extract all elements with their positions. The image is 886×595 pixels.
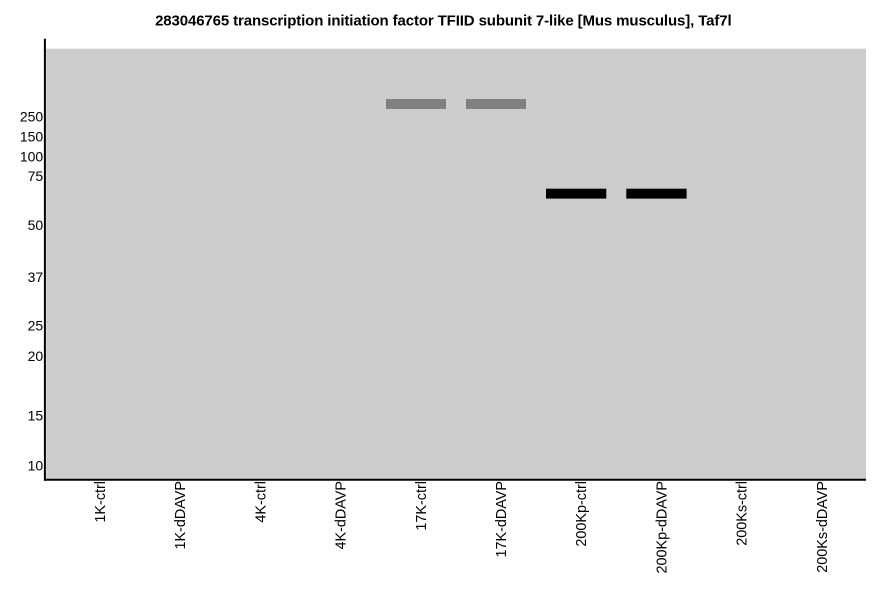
- svg-text:20: 20: [28, 348, 44, 364]
- svg-text:50: 50: [28, 217, 44, 233]
- svg-text:200Ks-dDAVP: 200Ks-dDAVP: [815, 481, 831, 573]
- svg-text:1K-dDAVP: 1K-dDAVP: [173, 481, 189, 550]
- svg-text:150: 150: [20, 129, 44, 145]
- svg-text:17K-dDAVP: 17K-dDAVP: [494, 481, 510, 558]
- svg-text:100: 100: [20, 149, 44, 165]
- svg-text:4K-dDAVP: 4K-dDAVP: [334, 481, 350, 550]
- svg-text:283046765 transcription initia: 283046765 transcription initiation facto…: [155, 12, 731, 29]
- svg-text:75: 75: [28, 168, 44, 184]
- svg-text:10: 10: [28, 458, 44, 474]
- svg-text:200Ks-ctrl: 200Ks-ctrl: [735, 481, 751, 546]
- svg-text:17K-ctrl: 17K-ctrl: [414, 481, 430, 531]
- svg-text:4K-ctrl: 4K-ctrl: [253, 481, 269, 523]
- svg-text:37: 37: [28, 269, 44, 285]
- svg-text:200Kp-dDAVP: 200Kp-dDAVP: [654, 481, 670, 574]
- svg-text:200Kp-ctrl: 200Kp-ctrl: [574, 481, 590, 547]
- svg-text:1K-ctrl: 1K-ctrl: [93, 481, 109, 523]
- svg-text:250: 250: [20, 109, 44, 125]
- svg-text:15: 15: [28, 408, 44, 424]
- svg-text:25: 25: [28, 318, 44, 334]
